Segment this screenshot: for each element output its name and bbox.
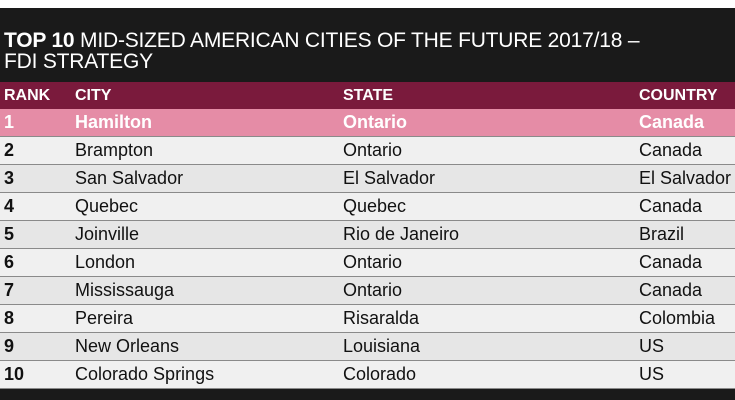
city-cell: Colorado Springs <box>75 364 215 384</box>
table-row: 9 New Orleans Louisiana US <box>0 333 735 361</box>
header-city: CITY <box>75 86 112 104</box>
city-cell: Joinville <box>75 224 140 244</box>
country-cell: US <box>639 336 665 356</box>
table-row: 4 Quebec Quebec Canada <box>0 193 735 221</box>
rank-cell: 9 <box>4 336 15 356</box>
rank-cell: 8 <box>4 308 15 328</box>
table-title: TOP 10 MID-SIZED AMERICAN CITIES OF THE … <box>4 30 724 72</box>
title-line2: FDI STRATEGY <box>4 50 153 73</box>
rank-cell: 5 <box>4 224 15 244</box>
state-cell: Ontario <box>343 112 408 132</box>
state-cell: Risaralda <box>343 308 420 328</box>
rank-cell: 7 <box>4 280 15 300</box>
country-cell: Canada <box>639 252 703 272</box>
table-row: 6 London Ontario Canada <box>0 249 735 277</box>
city-cell: San Salvador <box>75 168 184 188</box>
country-cell: US <box>639 364 665 384</box>
table-row: 5 Joinville Rio de Janeiro Brazil <box>0 221 735 249</box>
country-cell: El Salvador <box>639 168 732 188</box>
country-cell: Canada <box>639 140 703 160</box>
rank-cell: 1 <box>4 112 15 132</box>
table-row: 3 San Salvador El Salvador El Salvador <box>0 165 735 193</box>
city-cell: Quebec <box>75 196 139 216</box>
country-cell: Canada <box>639 112 705 132</box>
rank-cell: 2 <box>4 140 15 160</box>
country-cell: Brazil <box>639 224 685 244</box>
country-cell: Canada <box>639 280 703 300</box>
state-cell: Rio de Janeiro <box>343 224 460 244</box>
state-cell: Quebec <box>343 196 407 216</box>
header-country: COUNTRY <box>639 86 718 104</box>
city-cell: New Orleans <box>75 336 180 356</box>
city-cell: Mississauga <box>75 280 175 300</box>
top-strip <box>0 0 735 8</box>
city-cell: Brampton <box>75 140 154 160</box>
title-rest: MID-SIZED AMERICAN CITIES OF THE FUTURE … <box>80 29 640 52</box>
country-cell: Canada <box>639 196 703 216</box>
state-cell: El Salvador <box>343 168 436 188</box>
country-cell: Colombia <box>639 308 716 328</box>
state-cell: Ontario <box>343 140 403 160</box>
table-body: 1 Hamilton Ontario Canada 2 Brampton Ont… <box>0 109 735 389</box>
title-bold: TOP 10 <box>4 29 75 52</box>
city-cell: Hamilton <box>75 112 153 132</box>
table-row: 1 Hamilton Ontario Canada <box>0 109 735 137</box>
state-cell: Ontario <box>343 252 403 272</box>
state-cell: Colorado <box>343 364 417 384</box>
table-row: 7 Mississauga Ontario Canada <box>0 277 735 305</box>
table-row: 2 Brampton Ontario Canada <box>0 137 735 165</box>
city-cell: Pereira <box>75 308 134 328</box>
table-row: 8 Pereira Risaralda Colombia <box>0 305 735 333</box>
state-cell: Ontario <box>343 280 403 300</box>
table-row: 10 Colorado Springs Colorado US <box>0 361 735 389</box>
header-rank: RANK <box>4 86 51 104</box>
rank-cell: 4 <box>4 196 15 216</box>
rank-cell: 6 <box>4 252 15 272</box>
state-cell: Louisiana <box>343 336 421 356</box>
city-cell: London <box>75 252 136 272</box>
rank-cell: 3 <box>4 168 15 188</box>
header-state: STATE <box>343 86 394 104</box>
rank-cell: 10 <box>4 364 25 384</box>
table-header: RANK CITY STATE COUNTRY <box>0 82 735 109</box>
